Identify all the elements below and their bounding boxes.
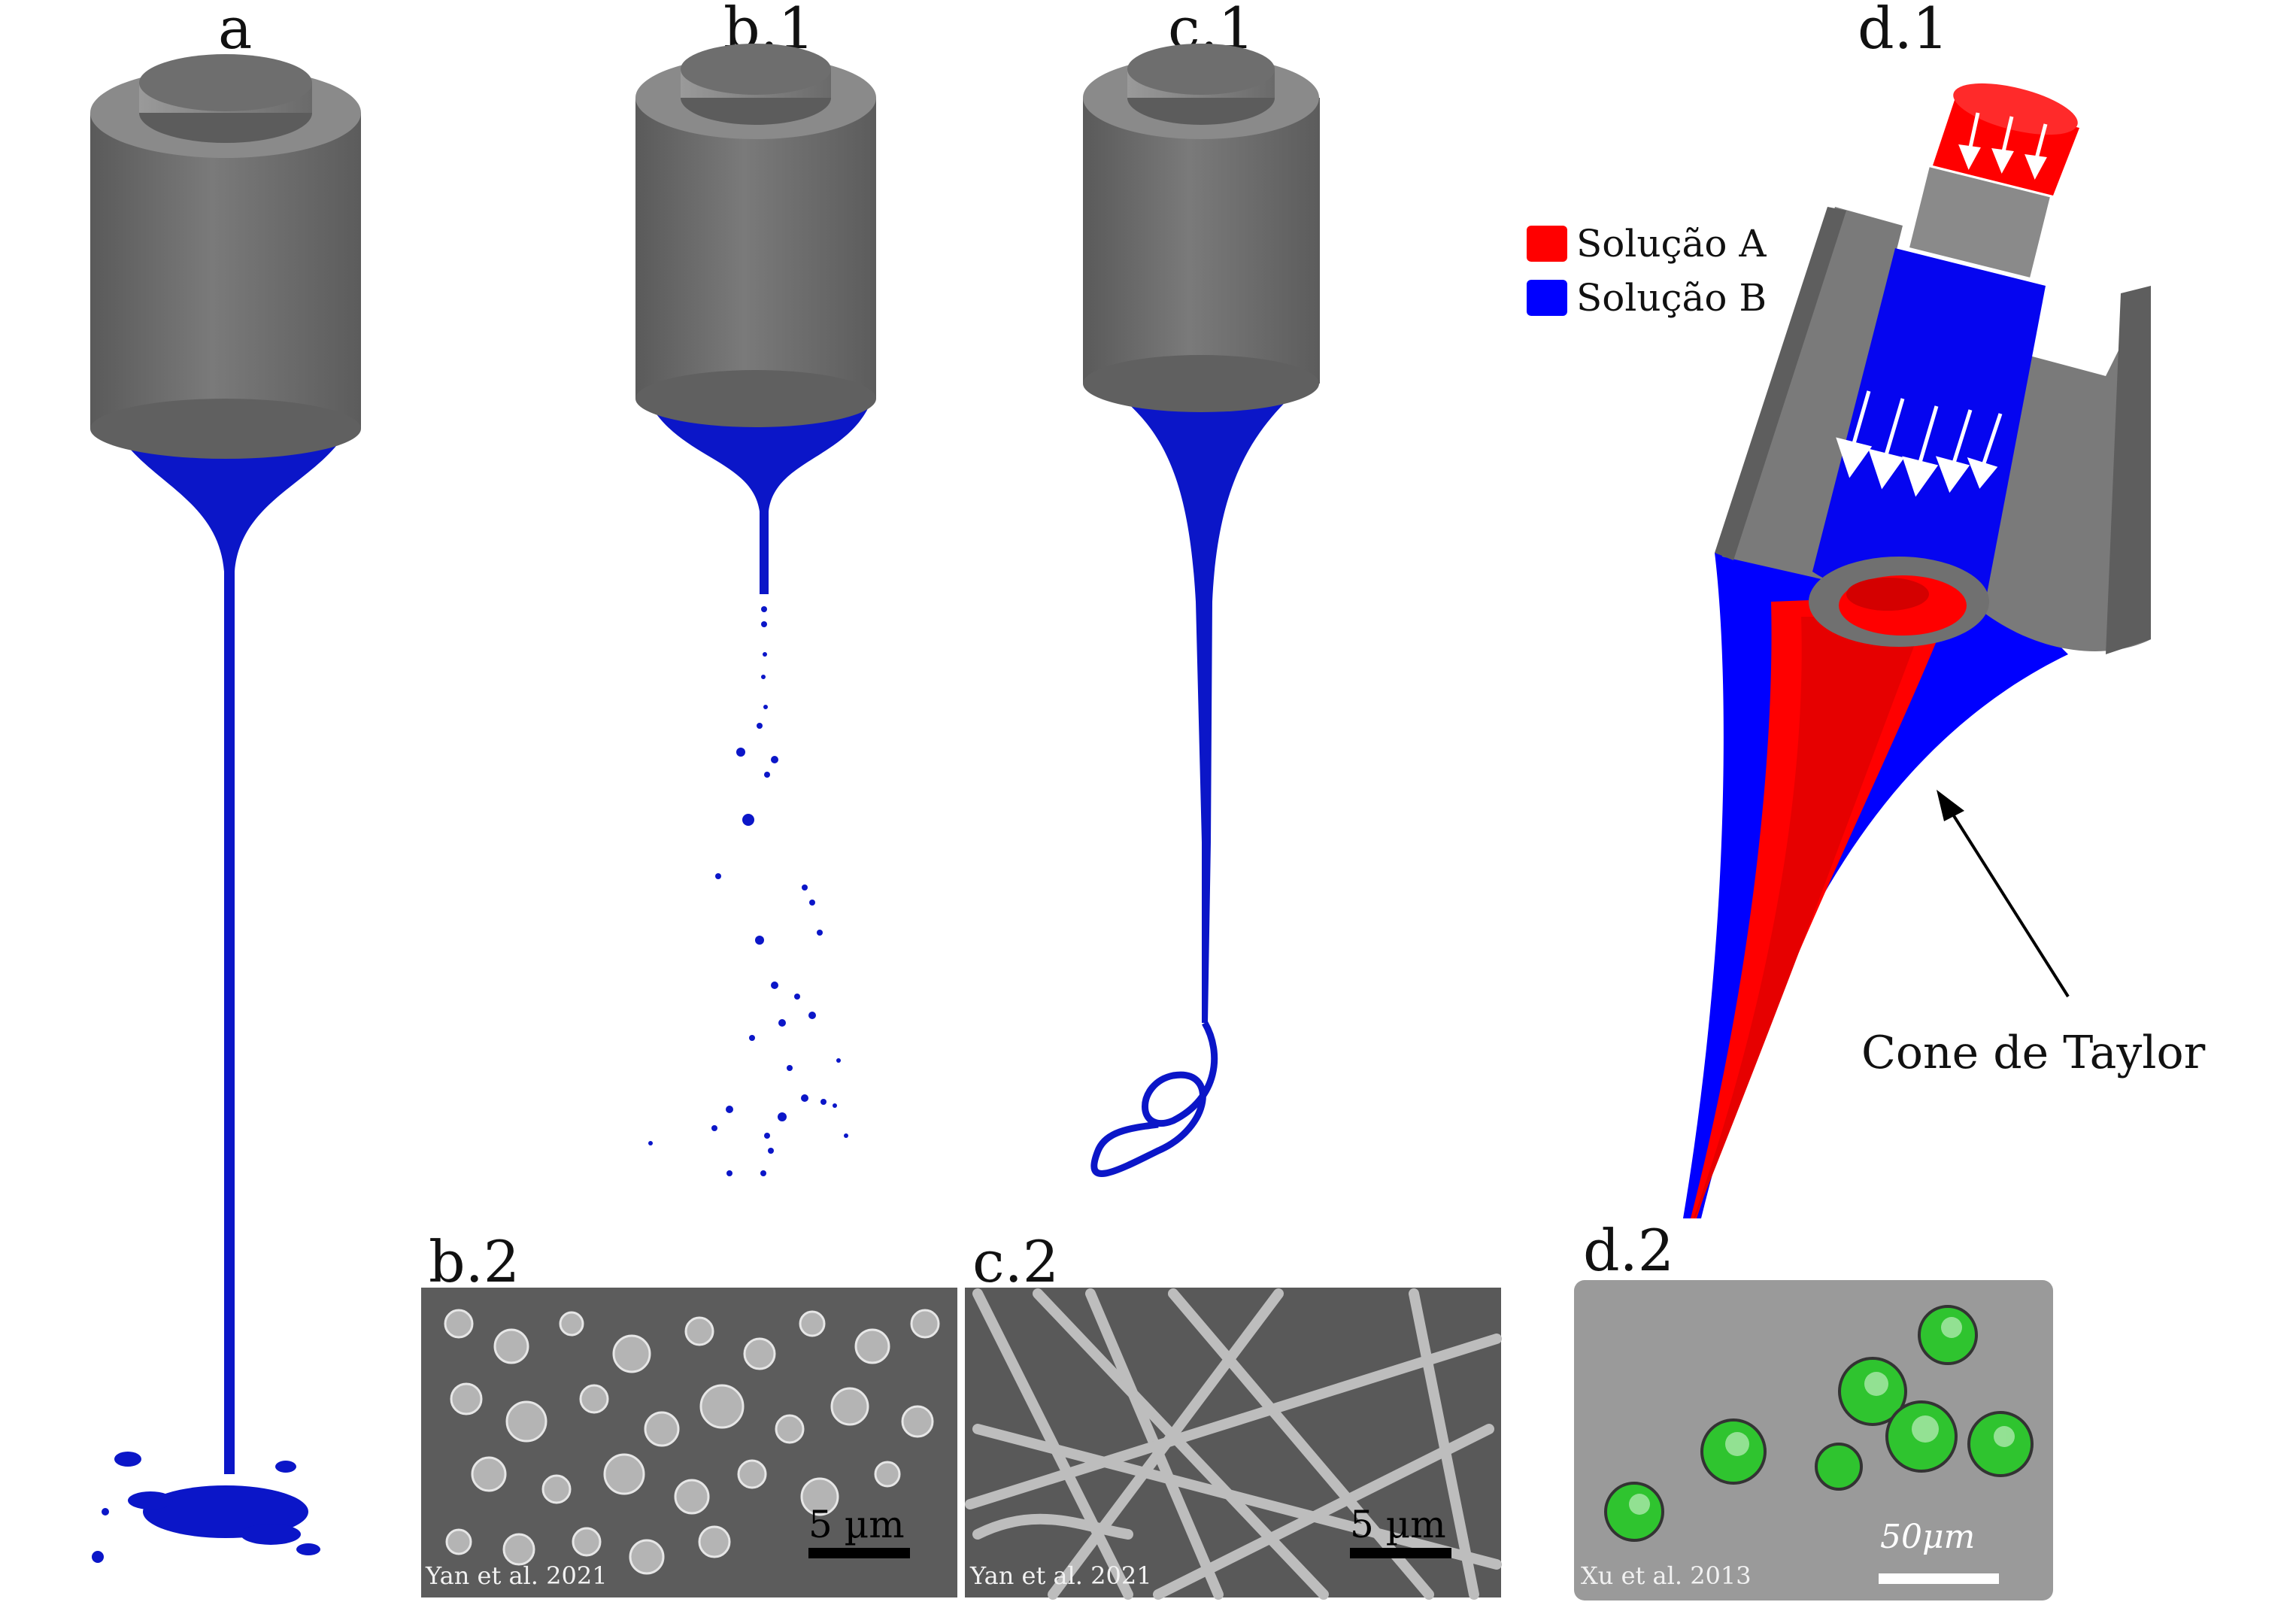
panel-b2-image — [421, 1288, 957, 1597]
scale-label-c2: 5 µm — [1350, 1503, 1446, 1546]
legend-label-b: Solução B — [1576, 276, 1767, 320]
panel-c2-image — [965, 1288, 1502, 1600]
panel-label-a: a — [218, 0, 253, 62]
legend-swatch-b — [1527, 280, 1567, 316]
scale-bar-d2 — [1879, 1573, 1999, 1584]
credit-d2: Xu et al. 2013 — [1581, 1561, 1752, 1590]
nozzle-a — [90, 54, 361, 1563]
panel-label-b2: b.2 — [429, 1228, 520, 1295]
fiber-coil-c1 — [1090, 1021, 1218, 1177]
panel-label-d2: d.2 — [1583, 1217, 1675, 1284]
taylor-cone-c1 — [1098, 380, 1309, 1023]
scale-label-d2: 50μm — [1880, 1518, 1976, 1556]
taylor-cone-a — [113, 425, 350, 1474]
legend-item-a: Solução A — [1527, 217, 1767, 271]
nozzle-b1 — [635, 44, 876, 1176]
droplets-b1 — [648, 606, 848, 1176]
credit-b2: Yan et al. 2021 — [426, 1561, 608, 1590]
legend-label-a: Solução A — [1576, 222, 1767, 265]
scale-label-b2: 5 µm — [808, 1503, 905, 1546]
taylor-cone-label: Cone de Taylor — [1861, 1027, 2206, 1079]
annotation-arrow — [1950, 811, 2070, 998]
taylor-cone-b1 — [647, 399, 872, 594]
panel-d2-image — [1574, 1280, 2053, 1600]
nozzle-c1 — [1083, 44, 1320, 1177]
scale-bar-c2 — [1350, 1548, 1451, 1558]
legend-item-b: Solução B — [1527, 271, 1767, 325]
credit-c2: Yan et al. 2021 — [970, 1561, 1152, 1590]
coaxial-nozzle-d1 — [1683, 83, 2151, 1218]
panel-label-d1: d.1 — [1858, 0, 1949, 62]
panel-label-c2: c.2 — [972, 1228, 1060, 1295]
flow-arrows-d1 — [1836, 112, 2048, 497]
legend: Solução A Solução B — [1527, 217, 1767, 325]
scale-bar-b2 — [808, 1548, 910, 1558]
legend-swatch-a — [1527, 226, 1567, 262]
